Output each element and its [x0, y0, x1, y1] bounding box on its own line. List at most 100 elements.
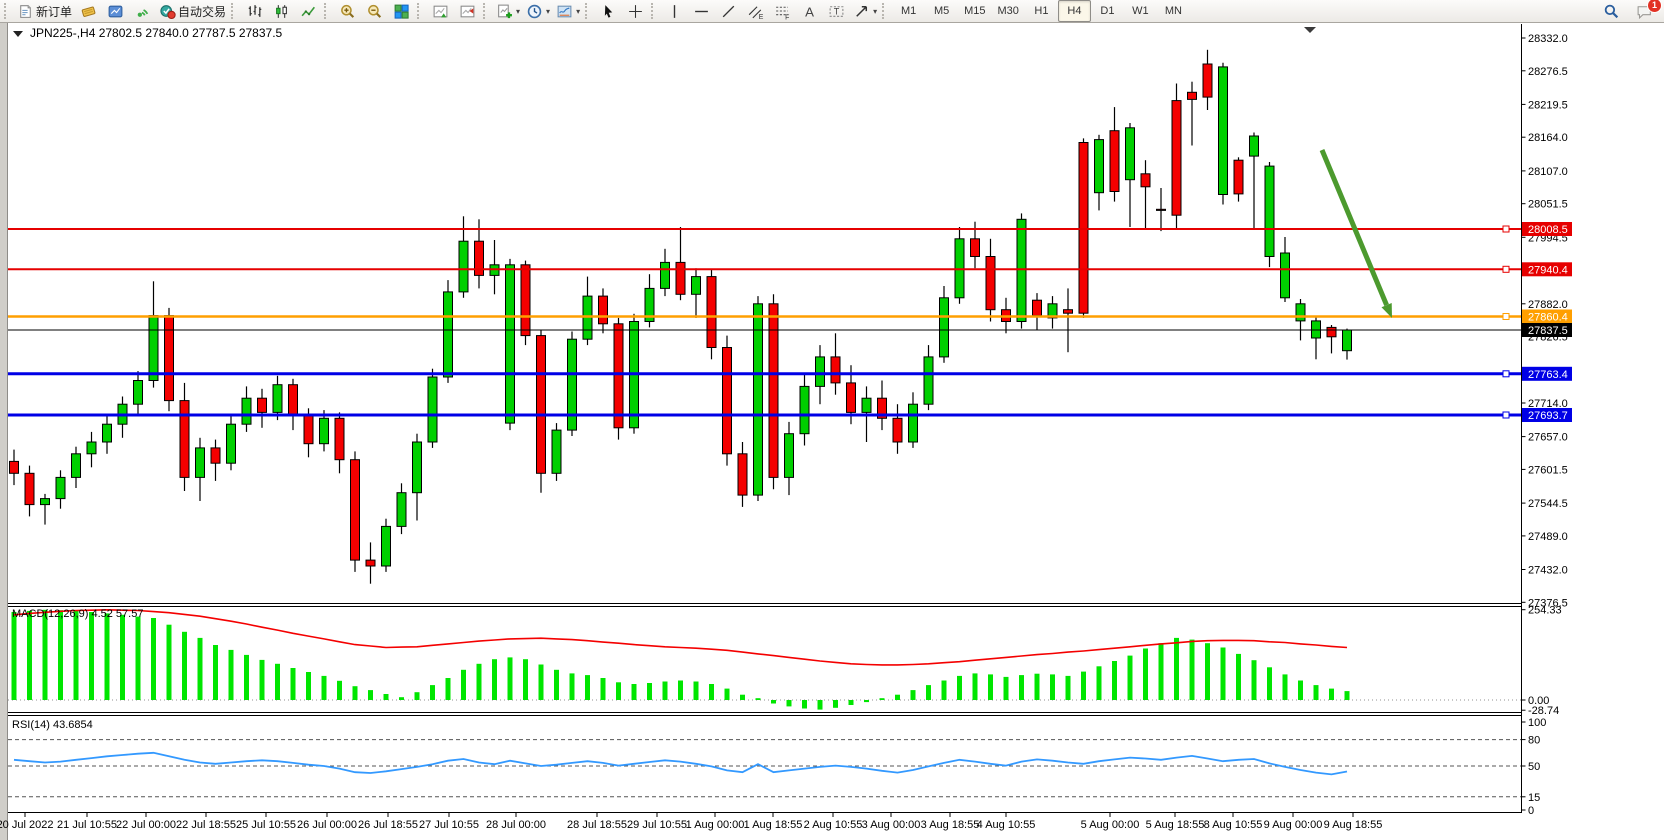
chevron-down-icon[interactable]: ▾ [576, 6, 581, 16]
svg-text:22 Jul 18:55: 22 Jul 18:55 [176, 819, 236, 831]
macd-bar [538, 664, 544, 700]
timeframe-h1-button[interactable]: H1 [1034, 5, 1049, 17]
candle [272, 384, 283, 413]
toolbar-grip [483, 3, 489, 19]
svg-text:27657.0: 27657.0 [1528, 432, 1568, 444]
macd-bar [848, 700, 854, 705]
svg-text:27837.5: 27837.5 [1528, 325, 1568, 337]
macd-bar [1096, 666, 1102, 700]
svg-text:27432.0: 27432.0 [1528, 565, 1568, 577]
candle [520, 264, 531, 337]
cursor-button[interactable] [595, 0, 622, 22]
shapes-icon [856, 5, 868, 17]
hline-button[interactable] [688, 0, 715, 22]
zoom-in-button[interactable] [334, 0, 361, 22]
candle [133, 380, 143, 405]
line-handle[interactable] [1502, 370, 1510, 378]
macd-bar [972, 673, 978, 700]
templates-button[interactable]: ▾ [553, 0, 583, 22]
chevron-down-icon[interactable]: ▾ [516, 6, 521, 16]
macd-bar [678, 680, 683, 700]
macd-bar [1081, 671, 1086, 700]
macd-bar [786, 700, 792, 707]
price-chart[interactable]: JPN225-,H4 27802.5 27840.0 27787.5 27837… [0, 23, 1664, 840]
line-handle[interactable] [1502, 411, 1510, 419]
new-chart-button[interactable]: ▾ [493, 0, 523, 22]
publisher-button[interactable] [102, 0, 129, 22]
svg-text:15: 15 [1528, 792, 1540, 804]
timeframe-h4-button[interactable]: H4 [1057, 0, 1091, 22]
macd-bar [507, 657, 513, 700]
macd-bar [600, 678, 606, 700]
macd-bar [120, 614, 125, 700]
chevron-down-icon[interactable]: ▾ [546, 6, 551, 16]
gold-book-icon [81, 6, 96, 17]
line-handle[interactable] [1502, 313, 1510, 320]
candle [784, 433, 794, 478]
timeframe-m1-button[interactable]: M1 [900, 5, 917, 17]
svg-text:29 Jul 10:55: 29 Jul 10:55 [627, 819, 687, 831]
macd-bar [895, 694, 900, 700]
trend-arrow-annotation[interactable] [1319, 149, 1392, 318]
candle [24, 472, 35, 506]
price-axis: 28332.0 28276.5 28219.5 28164.0 28107.0 28051… [1521, 33, 1572, 609]
chart-window[interactable]: JPN225-,H4 27802.5 27840.0 27787.5 27837… [0, 23, 1664, 840]
chevron-down-icon[interactable]: ▾ [873, 6, 878, 16]
zoom-out-button[interactable] [361, 0, 388, 22]
shapes-button[interactable]: ▾ [850, 0, 880, 22]
macd-bar [445, 678, 451, 700]
candle [164, 315, 174, 402]
price-badge [1522, 366, 1572, 381]
chart-shift-button[interactable] [454, 0, 481, 22]
macd-bar [1313, 685, 1319, 700]
line-handle[interactable] [1502, 225, 1510, 233]
candlestick-button[interactable] [268, 0, 295, 22]
macd-bar [259, 659, 265, 700]
notifications-button[interactable]: 1 [1631, 0, 1662, 22]
timeframe-w1-button[interactable]: W1 [1132, 5, 1149, 17]
chart-menu-icon[interactable] [13, 31, 23, 37]
price-badge [1522, 408, 1572, 422]
channel-button[interactable]: E [742, 0, 769, 22]
macd-bar [1251, 660, 1257, 700]
search-button[interactable] [1598, 0, 1625, 22]
candle [474, 240, 484, 276]
timeframe-m30-button[interactable]: M30 [997, 5, 1019, 17]
timeframe-m15-button[interactable]: M15 [964, 5, 986, 17]
svg-text:8 Aug 10:55: 8 Aug 10:55 [1204, 819, 1263, 831]
auto-scroll-button[interactable] [427, 0, 454, 22]
crosshair-button[interactable] [622, 0, 649, 22]
line-handle[interactable] [1502, 265, 1510, 273]
svg-text:27882.0: 27882.0 [1528, 299, 1568, 311]
macd-bar [1267, 667, 1272, 700]
macd-bar [910, 690, 916, 700]
new-order-button[interactable]: 新订单 [14, 0, 75, 22]
trendline-button[interactable] [715, 0, 742, 22]
time-axis: 20 Jul 2022 21 Jul 10:55 22 Jul 00:00 22 Ju… [0, 813, 1382, 831]
history-center-button[interactable] [75, 0, 102, 22]
svg-text:27489.0: 27489.0 [1528, 531, 1568, 543]
horizontal-lines-layer[interactable] [8, 225, 1521, 419]
periods-button[interactable]: ▾ [523, 0, 553, 22]
vline-button[interactable] [661, 0, 688, 22]
candle [412, 441, 422, 494]
svg-text:9 Aug 18:55: 9 Aug 18:55 [1324, 819, 1383, 831]
chart-shift-marker[interactable] [1304, 27, 1316, 33]
auto-trading-button[interactable]: 自动交易 [156, 0, 229, 22]
line-chart-button[interactable] [295, 0, 322, 22]
text-label-button[interactable]: T [823, 0, 850, 22]
signals-button[interactable] [129, 0, 156, 22]
fibonacci-button[interactable]: F [769, 0, 796, 22]
candle [1280, 252, 1290, 299]
candle [288, 384, 298, 417]
timeframe-m5-button[interactable]: M5 [933, 5, 950, 17]
text-button[interactable]: A [796, 0, 823, 22]
timeframe-mn-button[interactable]: MN [1164, 5, 1182, 17]
macd-bar [244, 654, 249, 700]
svg-text:27860.4: 27860.4 [1528, 312, 1568, 324]
candle [1264, 165, 1275, 258]
timeframe-d1-button[interactable]: D1 [1100, 5, 1115, 17]
bar-chart-button[interactable] [241, 0, 268, 22]
tile-windows-button[interactable] [388, 0, 415, 22]
candle [86, 441, 97, 455]
